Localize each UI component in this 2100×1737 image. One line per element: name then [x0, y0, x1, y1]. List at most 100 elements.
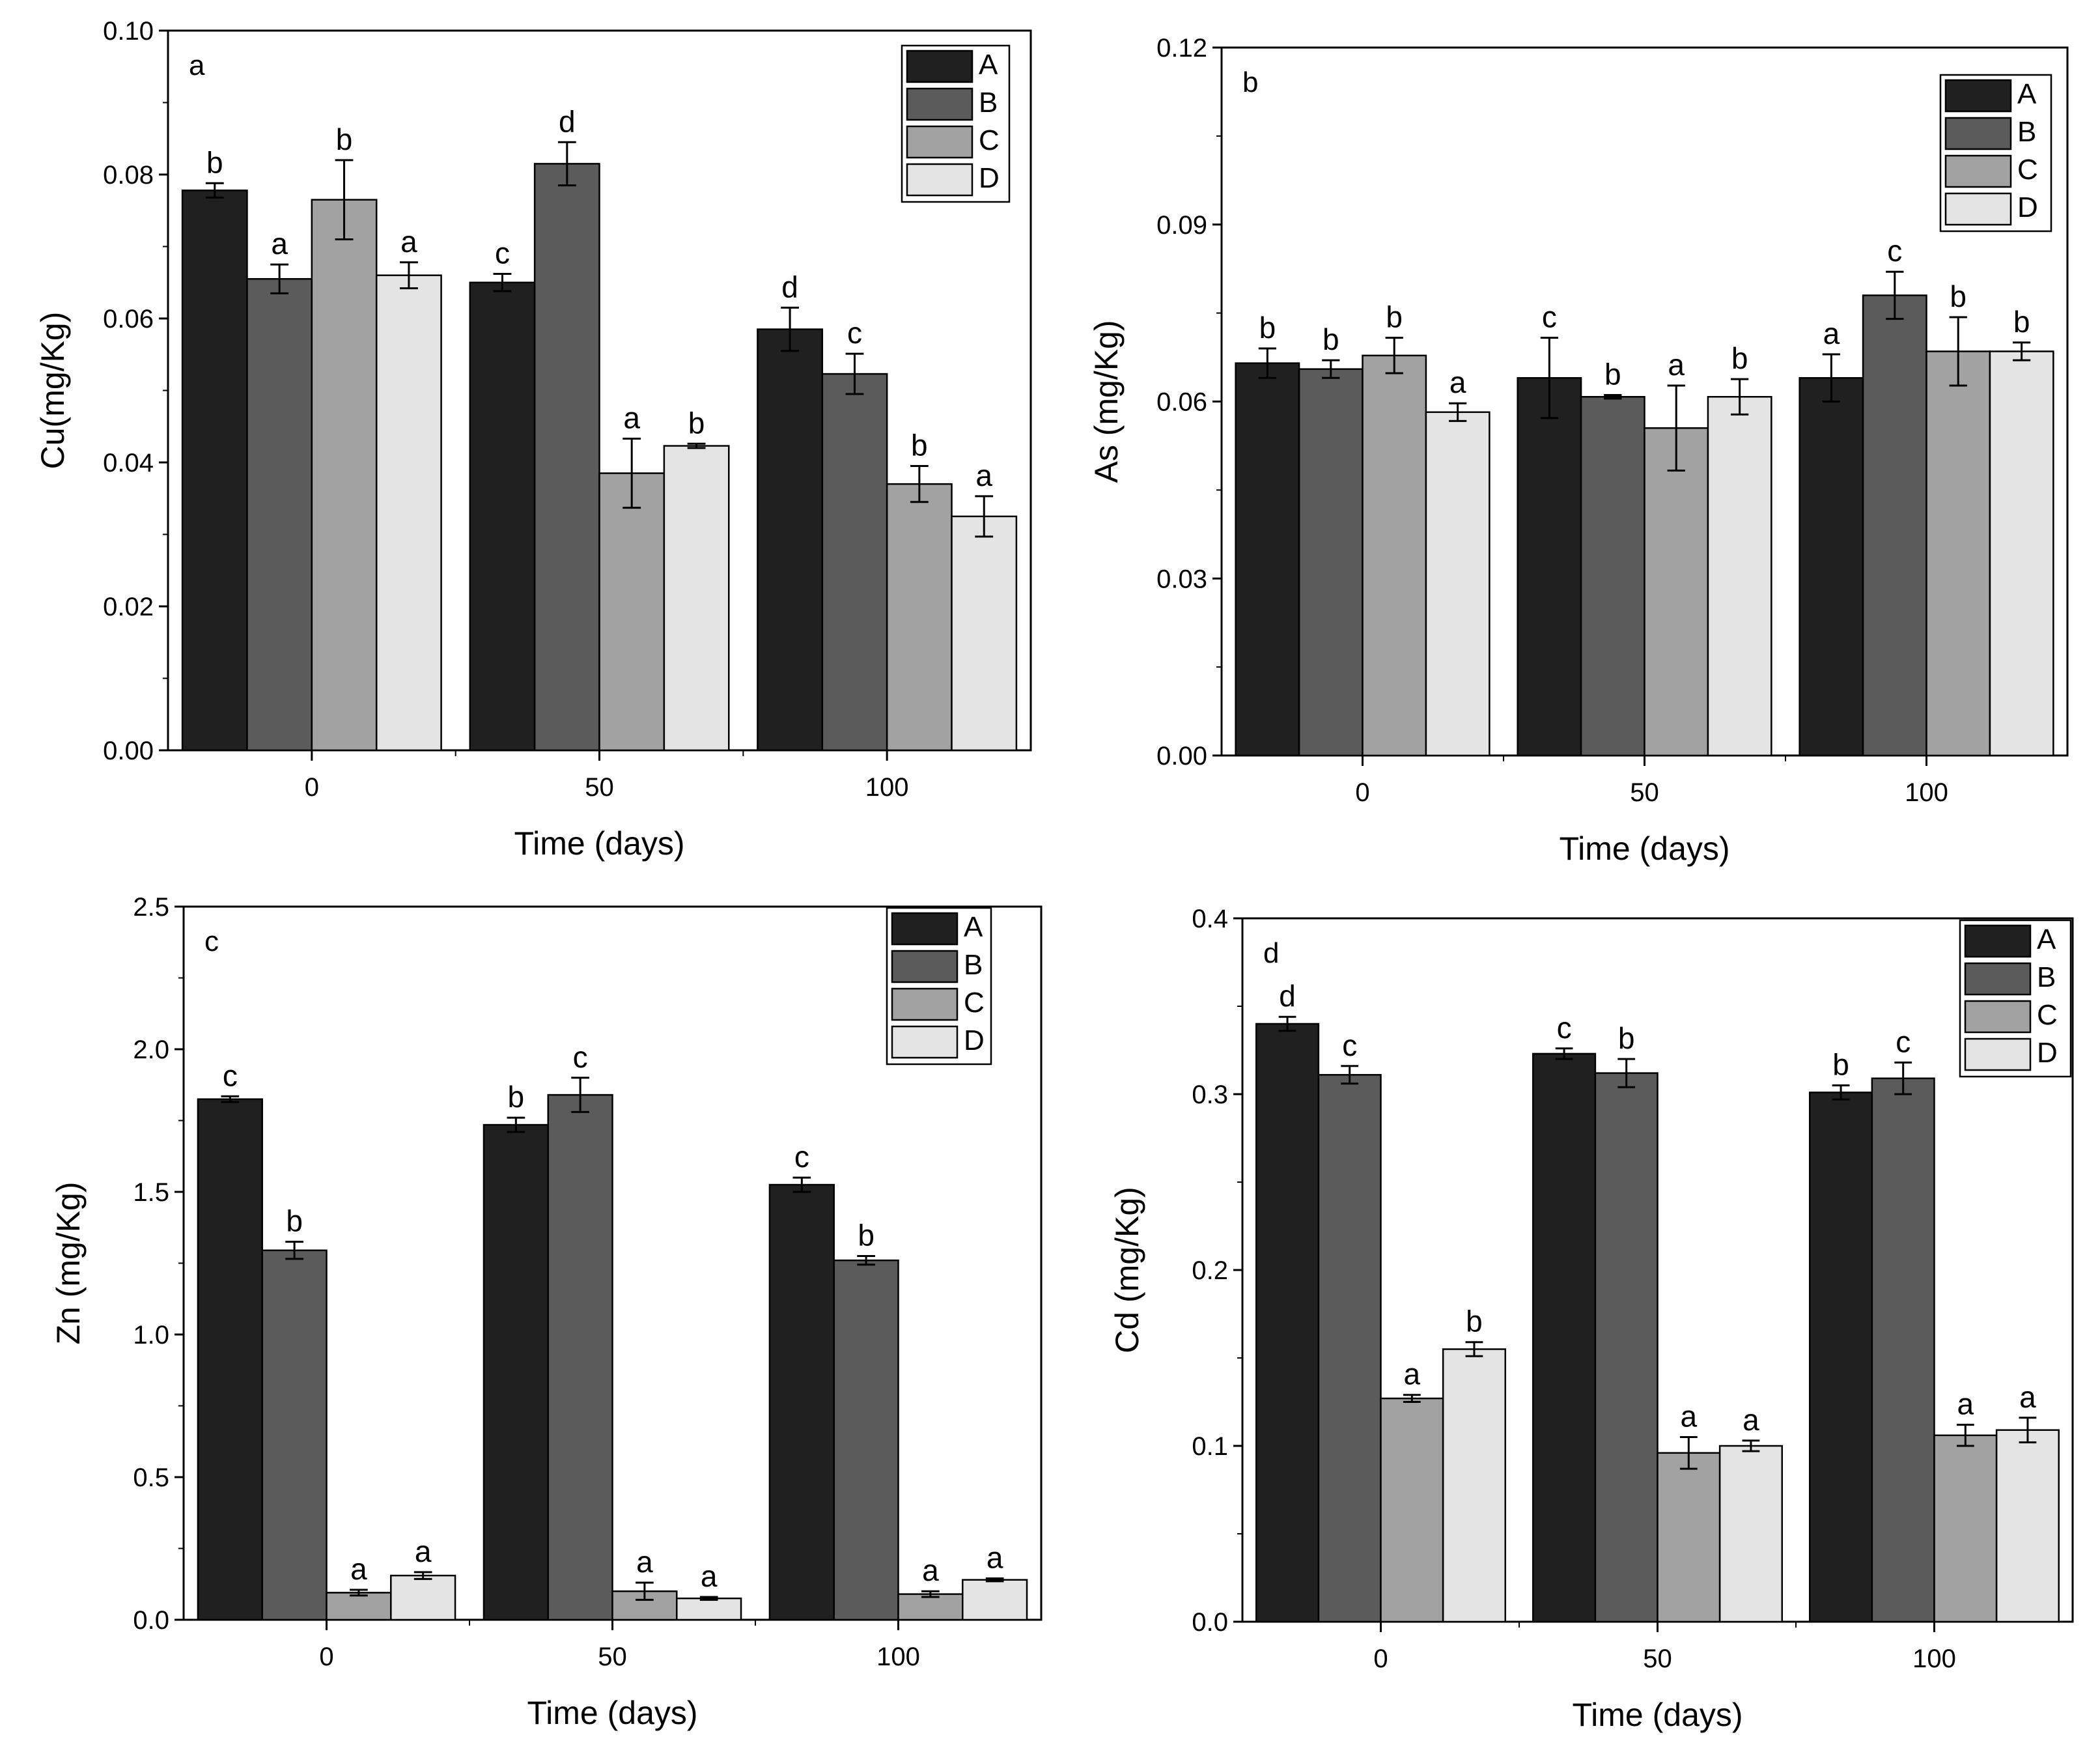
- y-tick-label: 0.03: [1156, 565, 1207, 593]
- chart-panel-c: 0.0 0.5 1.0 1.5 2.0 2.5 0 c b a a 50 b c a a 100 c b a a Time…: [50, 893, 1043, 1731]
- legend-label: A: [2017, 78, 2037, 110]
- legend-label: B: [964, 949, 983, 981]
- significance-letter: b: [336, 122, 353, 156]
- significance-letter: c: [1896, 1024, 1911, 1058]
- x-axis-title: Time (days): [1572, 1697, 1743, 1733]
- legend-swatch-b: [891, 950, 959, 983]
- legend-label: A: [964, 911, 983, 943]
- legend-label: C: [964, 987, 985, 1019]
- significance-letter: b: [286, 1204, 303, 1238]
- x-tick-label: 50: [1630, 778, 1659, 807]
- significance-letter: c: [1342, 1028, 1357, 1062]
- significance-letter: b: [206, 145, 223, 179]
- significance-letter: c: [495, 236, 510, 270]
- bar-b: [833, 1259, 899, 1621]
- significance-letter: a: [271, 227, 288, 261]
- legend-swatch-a: [906, 49, 973, 83]
- significance-letter: a: [1823, 317, 1840, 350]
- y-tick-label: 0.0: [1192, 1608, 1228, 1637]
- significance-letter: b: [1323, 322, 1339, 356]
- significance-letter: d: [1279, 979, 1296, 1013]
- significance-letter: c: [847, 316, 862, 350]
- bar-d: [951, 515, 1018, 752]
- bar-b: [1594, 1072, 1659, 1623]
- significance-letter: c: [223, 1058, 238, 1092]
- significance-letter: a: [1957, 1387, 1974, 1421]
- y-tick-label: 0.4: [1192, 905, 1228, 933]
- bar-a: [181, 190, 248, 752]
- legend-label: D: [964, 1024, 985, 1056]
- legend-swatch-d: [1964, 1038, 2032, 1071]
- significance-letter: a: [1449, 365, 1466, 399]
- legend-swatch-a: [1964, 924, 2032, 958]
- legend-swatch-b: [1964, 962, 2032, 996]
- significance-letter: c: [1557, 1011, 1572, 1045]
- significance-letter: b: [1386, 300, 1403, 334]
- legend-label: A: [979, 49, 998, 81]
- legend-swatch-c: [906, 125, 973, 159]
- bar-c: [1380, 1397, 1444, 1623]
- y-tick-label: 1.5: [133, 1178, 169, 1207]
- x-tick-label: 100: [865, 773, 909, 802]
- significance-letter: c: [794, 1140, 809, 1174]
- bar-a: [1517, 377, 1582, 757]
- bar-c: [598, 472, 665, 752]
- significance-letter: c: [1542, 300, 1557, 334]
- bar-d: [1718, 1445, 1783, 1623]
- bar-d: [1989, 350, 2054, 757]
- y-tick-label: 0.3: [1192, 1080, 1228, 1109]
- significance-letter: b: [1731, 341, 1748, 375]
- legend-label: D: [979, 162, 1000, 194]
- significance-letter: d: [559, 104, 576, 138]
- bar-b: [1871, 1077, 1935, 1623]
- significance-letter: a: [350, 1552, 367, 1586]
- significance-letter: a: [1668, 348, 1685, 382]
- bar-d: [1442, 1348, 1506, 1623]
- bar-d: [1995, 1429, 2060, 1623]
- bar-a: [1532, 1052, 1597, 1623]
- legend-swatch-c: [1944, 154, 2012, 188]
- significance-letter: b: [508, 1080, 525, 1114]
- x-tick-label: 100: [1912, 1645, 1956, 1673]
- x-tick-label: 0: [305, 773, 319, 802]
- legend-swatch-a: [891, 912, 959, 946]
- significance-letter: b: [1832, 1048, 1849, 1082]
- bar-a: [1809, 1092, 1873, 1623]
- legend-label: B: [979, 87, 998, 119]
- bar-b: [246, 277, 313, 752]
- significance-letter: a: [1743, 1403, 1759, 1437]
- panel-letter: a: [189, 49, 205, 81]
- legend-swatch-c: [891, 987, 959, 1021]
- x-axis-title: Time (days): [527, 1695, 697, 1731]
- significance-letter: b: [688, 406, 705, 440]
- bar-d: [1425, 411, 1491, 757]
- x-tick-label: 100: [876, 1643, 920, 1671]
- x-tick-label: 0: [1355, 778, 1369, 807]
- bar-c: [311, 199, 378, 752]
- x-axis-title: Time (days): [1559, 830, 1729, 867]
- y-tick-label: 0.10: [103, 17, 154, 46]
- bar-b: [547, 1094, 613, 1621]
- y-tick-label: 0.06: [1156, 388, 1207, 417]
- bar-b: [1298, 368, 1364, 757]
- y-tick-label: 0.02: [103, 593, 154, 621]
- bar-b: [533, 163, 600, 752]
- bar-d: [962, 1579, 1028, 1621]
- chart-panel-b: 0.00 0.03 0.06 0.09 0.12 0 b b b a 50 c b a b 100 a c b b Ti…: [1088, 34, 2069, 867]
- bar-c: [1925, 350, 1991, 757]
- legend-label: B: [2017, 116, 2036, 148]
- legend-swatch-d: [906, 163, 973, 197]
- legend-label: C: [2037, 999, 2058, 1031]
- significance-letter: b: [1950, 279, 1967, 313]
- y-tick-label: 0.06: [103, 305, 154, 333]
- y-tick-label: 0.2: [1192, 1256, 1228, 1285]
- bar-d: [663, 445, 730, 752]
- y-tick-label: 0.0: [133, 1606, 169, 1635]
- significance-letter: b: [1604, 358, 1621, 391]
- legend-label: C: [979, 124, 1000, 156]
- bar-d: [1707, 396, 1772, 757]
